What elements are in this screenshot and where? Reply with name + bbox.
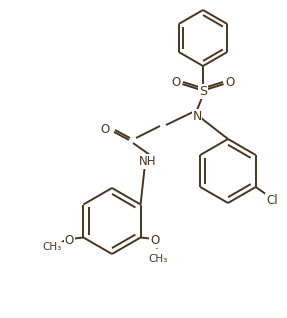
Text: CH₃: CH₃: [43, 243, 62, 252]
Text: NH: NH: [139, 155, 157, 168]
Text: CH₃: CH₃: [148, 253, 167, 264]
Text: O: O: [171, 76, 181, 89]
Text: O: O: [225, 76, 235, 89]
Text: S: S: [199, 85, 207, 98]
Text: O: O: [150, 234, 159, 247]
Text: N: N: [192, 110, 202, 123]
Text: O: O: [100, 123, 110, 136]
Text: O: O: [65, 234, 74, 247]
Text: Cl: Cl: [266, 194, 278, 207]
